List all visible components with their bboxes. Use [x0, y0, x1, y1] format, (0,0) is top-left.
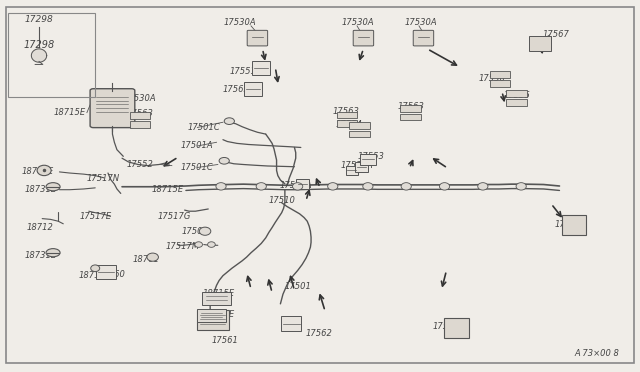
Text: 17563: 17563 [398, 102, 425, 111]
FancyBboxPatch shape [353, 31, 374, 46]
Text: 17501: 17501 [284, 282, 311, 291]
Text: 18715E: 18715E [203, 311, 235, 320]
FancyBboxPatch shape [296, 179, 308, 189]
FancyBboxPatch shape [130, 121, 150, 128]
Text: 17565: 17565 [433, 321, 460, 331]
Text: 17517G: 17517G [157, 212, 191, 221]
Text: 18731E: 18731E [24, 251, 56, 260]
FancyBboxPatch shape [360, 154, 376, 165]
Text: 17530A: 17530A [124, 94, 156, 103]
FancyBboxPatch shape [346, 166, 358, 175]
FancyBboxPatch shape [196, 310, 228, 330]
Text: 17551: 17551 [230, 67, 257, 76]
Ellipse shape [207, 242, 215, 247]
Ellipse shape [37, 165, 51, 176]
Ellipse shape [440, 183, 450, 190]
Text: 17563: 17563 [332, 108, 359, 116]
FancyBboxPatch shape [444, 318, 469, 337]
FancyBboxPatch shape [252, 61, 270, 75]
Polygon shape [31, 49, 47, 62]
Ellipse shape [224, 118, 234, 125]
Ellipse shape [516, 183, 526, 190]
Text: 18745E: 18745E [22, 167, 54, 176]
Text: 17530A: 17530A [342, 19, 374, 28]
FancyBboxPatch shape [244, 82, 262, 96]
Text: 18715E: 18715E [152, 185, 184, 194]
FancyBboxPatch shape [490, 80, 510, 87]
Text: 18760: 18760 [99, 270, 126, 279]
Ellipse shape [401, 183, 412, 190]
Text: 17561: 17561 [212, 336, 239, 346]
Ellipse shape [219, 157, 229, 164]
Text: 17530A: 17530A [340, 161, 373, 170]
FancyBboxPatch shape [490, 71, 510, 78]
Text: 17530A: 17530A [224, 19, 257, 28]
Text: 18715G: 18715G [79, 271, 112, 280]
Text: 17530A: 17530A [280, 181, 312, 190]
Text: 17517N: 17517N [86, 174, 120, 183]
Ellipse shape [477, 183, 488, 190]
FancyBboxPatch shape [281, 317, 301, 331]
FancyBboxPatch shape [130, 112, 150, 119]
Ellipse shape [91, 265, 100, 272]
Text: 17553: 17553 [358, 152, 385, 161]
FancyBboxPatch shape [247, 31, 268, 46]
Text: 18715E: 18715E [203, 289, 235, 298]
Ellipse shape [46, 183, 60, 191]
FancyBboxPatch shape [349, 131, 370, 137]
Text: 17501C: 17501C [188, 123, 220, 132]
FancyBboxPatch shape [196, 310, 226, 322]
Text: 17298: 17298 [24, 40, 54, 50]
FancyBboxPatch shape [337, 112, 357, 118]
Text: 17565: 17565 [222, 85, 249, 94]
FancyBboxPatch shape [337, 121, 357, 127]
Ellipse shape [216, 183, 226, 190]
Text: 17501C: 17501C [181, 163, 214, 172]
FancyBboxPatch shape [202, 292, 231, 305]
Text: 17554: 17554 [335, 121, 362, 129]
Ellipse shape [292, 183, 303, 190]
FancyBboxPatch shape [506, 90, 527, 97]
Ellipse shape [46, 248, 60, 257]
Text: 17530A: 17530A [404, 19, 437, 28]
Text: 18715E: 18715E [54, 108, 86, 117]
Text: 17508: 17508 [182, 227, 209, 236]
Text: 17298: 17298 [24, 15, 53, 24]
Text: 18731E: 18731E [24, 185, 56, 194]
Ellipse shape [195, 242, 202, 247]
Ellipse shape [147, 253, 159, 261]
Ellipse shape [256, 183, 266, 190]
Text: 17517E: 17517E [79, 212, 111, 221]
FancyBboxPatch shape [355, 162, 368, 171]
Text: 17556: 17556 [479, 74, 506, 83]
Text: 18761: 18761 [133, 255, 160, 264]
Text: 17555: 17555 [503, 91, 530, 100]
Ellipse shape [363, 183, 373, 190]
Text: 17567: 17567 [543, 29, 570, 39]
FancyBboxPatch shape [90, 89, 135, 128]
Text: 17563: 17563 [127, 109, 154, 118]
Text: 17562: 17562 [305, 329, 332, 338]
Text: 17564: 17564 [554, 221, 581, 230]
Text: 17552: 17552 [127, 160, 154, 169]
FancyBboxPatch shape [529, 36, 551, 51]
FancyBboxPatch shape [349, 122, 370, 129]
Text: 17501A: 17501A [181, 141, 214, 151]
FancyBboxPatch shape [96, 265, 116, 279]
Text: 17517M: 17517M [166, 241, 200, 250]
Ellipse shape [199, 227, 211, 235]
Ellipse shape [328, 183, 338, 190]
FancyBboxPatch shape [506, 99, 527, 106]
Text: 17510: 17510 [268, 196, 295, 205]
Text: A 73×00 8: A 73×00 8 [574, 349, 619, 358]
FancyBboxPatch shape [401, 114, 421, 121]
FancyBboxPatch shape [562, 215, 586, 235]
Text: 18712: 18712 [27, 223, 54, 232]
FancyBboxPatch shape [401, 105, 421, 112]
FancyBboxPatch shape [413, 31, 434, 46]
